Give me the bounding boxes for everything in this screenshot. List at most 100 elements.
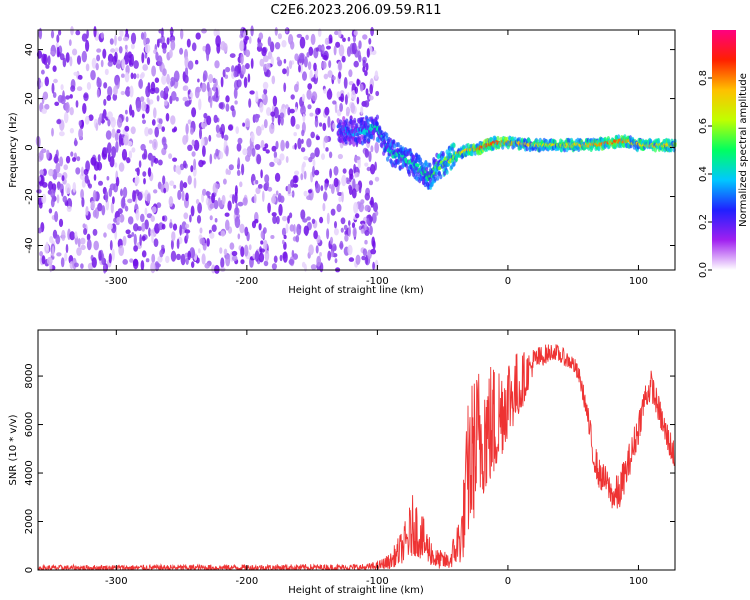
snr-background	[38, 330, 675, 570]
spectrogram-noise-cell	[46, 149, 50, 160]
spectrogram-noise-cell	[103, 232, 107, 238]
spectrogram-noise-cell	[254, 144, 261, 150]
spectrogram-noise-cell	[337, 153, 343, 160]
spectrogram-noise-cell	[85, 206, 89, 216]
spectrogram-noise-cell	[351, 188, 357, 199]
spectrogram-noise-cell	[88, 114, 94, 121]
spectrogram-noise-cell	[254, 250, 260, 262]
spectrogram-noise-cell	[56, 119, 62, 125]
spectrogram-noise-cell	[320, 185, 324, 192]
spectrogram-noise-cell	[366, 48, 370, 58]
spectrogram-noise-cell	[201, 82, 207, 93]
spectrogram-noise-cell	[90, 70, 96, 81]
spectrogram-noise-cell	[65, 101, 70, 114]
spectrogram-signal-cell	[339, 119, 343, 125]
spectrogram-noise-cell	[352, 227, 357, 238]
spectrogram-noise-cell	[343, 77, 348, 89]
spectrogram-signal-cell	[597, 146, 601, 152]
spectrogram-y-tick-label: -20	[24, 188, 35, 204]
spectrogram-noise-cell	[131, 109, 135, 118]
spectrogram-signal-cell	[525, 146, 529, 152]
spectrogram-noise-cell	[209, 153, 213, 165]
spectrogram-noise-cell	[104, 68, 109, 76]
spectrogram-noise-cell	[111, 248, 115, 261]
spectrogram-noise-cell	[169, 222, 173, 229]
spectrogram-noise-cell	[143, 35, 147, 46]
spectrogram-noise-cell	[310, 131, 316, 139]
spectrogram-frame	[37, 29, 676, 271]
spectrogram-noise-cell	[38, 27, 43, 40]
spectrogram-noise-cell	[96, 88, 100, 98]
spectrogram-noise-cell	[244, 226, 249, 237]
spectrogram-noise-cell	[215, 124, 220, 134]
spectrogram-signal-cell	[416, 163, 420, 167]
spectrogram-noise-cell	[115, 140, 119, 153]
spectrogram-noise-cell	[168, 153, 173, 160]
spectrogram-signal-cell	[396, 159, 401, 165]
spectrogram-noise-cell	[66, 205, 72, 212]
spectrogram-noise-cell	[202, 145, 206, 157]
spectrogram-noise-cell	[332, 76, 336, 81]
spectrogram-noise-cell	[266, 69, 271, 78]
spectrogram-noise-cell	[255, 90, 259, 103]
spectrogram-noise-cell	[133, 223, 139, 232]
spectrogram-noise-cell	[197, 202, 203, 214]
spectrogram-noise-cell	[342, 37, 346, 43]
spectrogram-noise-cell	[214, 60, 220, 69]
spectrogram-noise-cell	[81, 50, 88, 63]
spectrogram-noise-cell	[203, 112, 208, 119]
spectrogram-noise-cell	[46, 256, 53, 266]
spectrogram-noise-cell	[361, 255, 366, 261]
spectrogram-noise-cell	[237, 201, 244, 207]
spectrogram-noise-cell	[321, 153, 325, 161]
spectrogram-noise-cell	[195, 59, 199, 65]
spectrogram-noise-cell	[109, 38, 114, 45]
spectrogram-noise-cell	[145, 37, 150, 45]
spectrogram-noise-cell	[288, 60, 293, 70]
spectrogram-noise-cell	[290, 94, 295, 100]
spectrogram-noise-cell	[118, 162, 125, 172]
spectrogram-noise-cell	[314, 169, 320, 176]
snr-y-tick-label: 8000	[24, 363, 35, 388]
spectrogram-noise-cell	[69, 107, 74, 116]
spectrogram-noise-cell	[90, 200, 96, 210]
spectrogram-noise-cell	[168, 196, 174, 207]
spectrogram-signal-cell	[436, 175, 440, 181]
spectrogram-noise-cell	[70, 26, 74, 36]
spectrogram-signal-cell	[352, 141, 356, 147]
spectrogram-signal-cell	[392, 139, 396, 145]
spectrogram-noise-cell	[147, 167, 152, 178]
spectrogram-signal-cell	[411, 154, 415, 160]
spectrogram-noise-cell	[96, 77, 102, 88]
spectrogram-noise-cell	[291, 249, 295, 258]
spectrogram-y-label: Frequency (Hz)	[8, 112, 19, 188]
spectrogram-noise-cell	[69, 231, 75, 241]
spectrogram-noise-cell	[73, 71, 78, 76]
spectrogram-noise-cell	[119, 29, 124, 37]
spectrogram-noise-cell	[331, 243, 337, 252]
spectrogram-noise-cell	[52, 92, 57, 98]
spectrogram-noise-cell	[355, 213, 360, 219]
spectrogram-noise-cell	[220, 41, 226, 51]
spectrogram-noise-cell	[340, 217, 346, 225]
spectrogram-noise-cell	[264, 250, 270, 262]
spectrogram-noise-cell	[172, 157, 178, 162]
spectrogram-noise-cell	[70, 85, 76, 92]
spectrogram-noise-cell	[250, 58, 254, 69]
spectrogram-noise-cell	[209, 96, 213, 109]
spectrogram-noise-cell	[261, 47, 267, 57]
spectrogram-noise-cell	[337, 29, 342, 38]
spectrogram-noise-cell	[342, 168, 347, 174]
spectrogram-noise-cell	[111, 146, 116, 159]
spectrogram-noise-cell	[93, 174, 97, 181]
spectrogram-noise-cell	[364, 192, 370, 201]
spectrogram-noise-cell	[86, 239, 92, 251]
spectrogram-noise-cell	[149, 139, 153, 144]
spectrogram-noise-cell	[345, 106, 351, 115]
spectrogram-noise-cell	[214, 264, 220, 274]
spectrogram-noise-cell	[118, 135, 122, 148]
spectrogram-noise-cell	[239, 40, 245, 52]
spectrogram-noise-cell	[92, 190, 97, 202]
spectrogram-signal-cell	[360, 134, 364, 140]
spectrogram-noise-cell	[65, 52, 70, 63]
